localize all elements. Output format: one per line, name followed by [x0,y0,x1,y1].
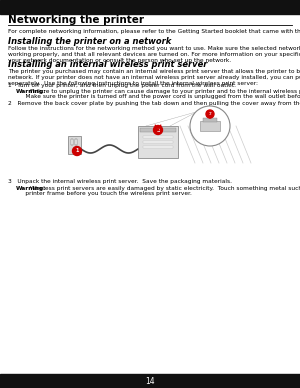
Bar [0,0,300,14]
Circle shape [206,110,214,118]
Text: Make sure the printer is turned off and the power cord is unplugged from the wal: Make sure the printer is turned off and … [16,94,300,99]
Bar [203,118,217,122]
Bar [143,146,173,148]
Bar [143,136,173,138]
Text: Warning:: Warning: [16,186,46,191]
Text: Networking the printer: Networking the printer [8,15,144,25]
FancyBboxPatch shape [68,136,81,154]
Bar [200,121,220,131]
Circle shape [154,125,163,135]
Text: The printer you purchased may contain an internal wireless print server that all: The printer you purchased may contain an… [8,69,300,86]
Bar [143,141,173,143]
Text: 2   Remove the back cover plate by pushing the tab down and then pulling the cov: 2 Remove the back cover plate by pushing… [8,101,300,106]
Text: Installing an internal wireless print server: Installing an internal wireless print se… [8,60,207,69]
Bar [75,139,77,145]
Text: 1   Turn off your printer, and then unplug the power cord from the wall outlet.: 1 Turn off your printer, and then unplug… [8,83,236,88]
Bar [140,128,176,132]
FancyBboxPatch shape [138,126,178,158]
Text: 2: 2 [208,112,211,116]
Text: For complete networking information, please refer to the Getting Started booklet: For complete networking information, ple… [8,29,300,34]
Bar [71,139,73,145]
Circle shape [73,147,82,156]
Text: Wireless print servers are easily damaged by static electricity.  Touch somethin: Wireless print servers are easily damage… [30,186,300,191]
Text: Failure to unplug the printer can cause damage to your printer and to the intern: Failure to unplug the printer can cause … [30,89,300,94]
Text: Warning:: Warning: [16,89,46,94]
Text: Installing the printer on a network: Installing the printer on a network [8,37,171,46]
Text: 1: 1 [75,149,79,154]
Text: 14: 14 [145,378,155,386]
Text: 3   Unpack the internal wireless print server.  Save the packaging materials.: 3 Unpack the internal wireless print ser… [8,179,232,184]
Bar [0,374,300,388]
Text: 2: 2 [156,128,160,132]
Text: printer frame before you touch the wireless print server.: printer frame before you touch the wirel… [16,191,192,196]
Circle shape [190,106,230,146]
Text: Follow the instructions for the networking method you want to use. Make sure the: Follow the instructions for the networki… [8,46,300,62]
